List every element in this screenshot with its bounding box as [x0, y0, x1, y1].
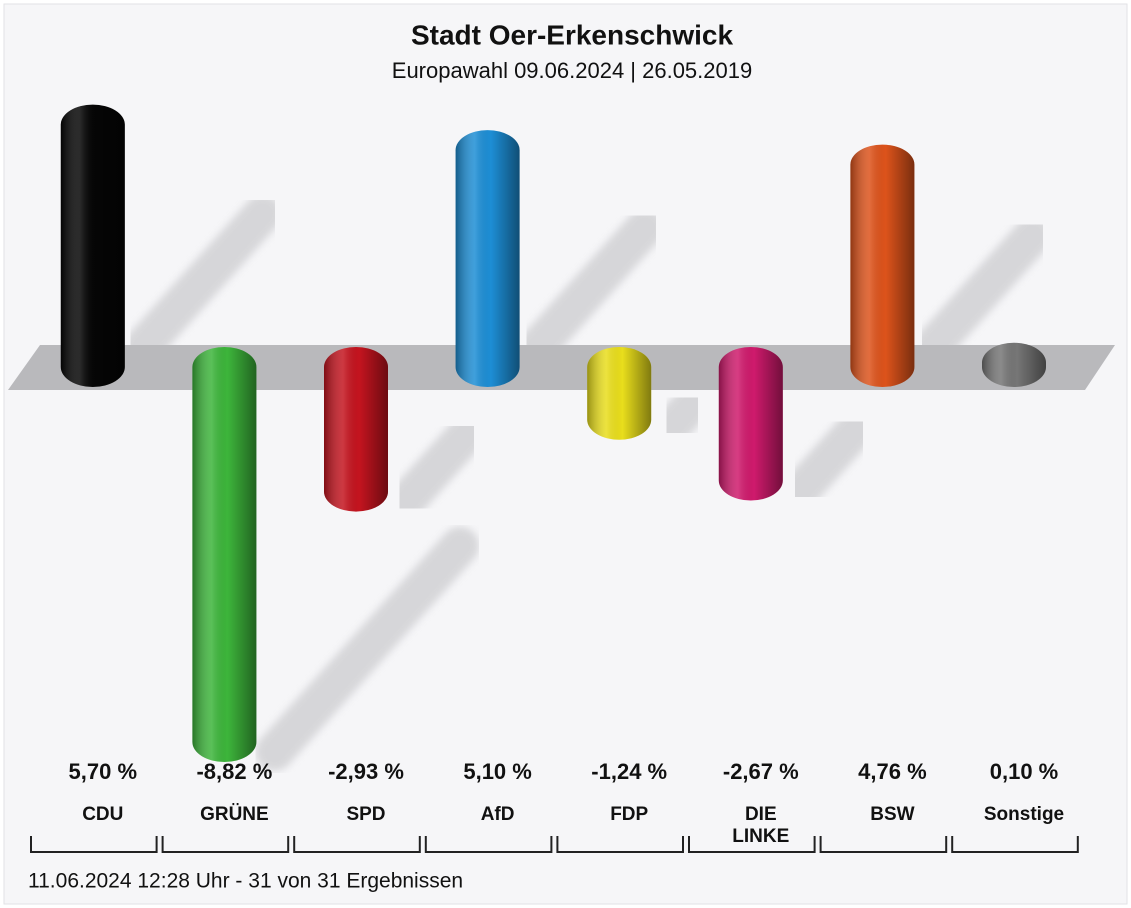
bar-shadow [255, 526, 480, 771]
category-label: GRÜNE [200, 804, 269, 825]
bar-shadow [123, 194, 282, 366]
bar-group [587, 347, 652, 440]
category-label: Sonstige [983, 804, 1065, 825]
bar-group [192, 347, 257, 762]
value-label: -1,24 % [591, 759, 667, 784]
value-label: -2,93 % [328, 759, 404, 784]
value-label: 4,76 % [858, 759, 927, 784]
bar-highlight [850, 144, 915, 387]
bar-shadow [781, 409, 876, 510]
category-label: CDU [82, 804, 124, 825]
bar-group [718, 347, 783, 501]
bar-group [455, 130, 520, 387]
value-label: 0,10 % [990, 759, 1059, 784]
bar-group [850, 144, 915, 387]
footer: 11.06.2024 12:28 Uhr - 31 von 31 Ergebni… [28, 870, 463, 893]
category-label: FDP [610, 804, 649, 825]
chart-subtitle: Europawahl 09.06.2024 | 26.05.2019 [392, 58, 752, 83]
bar-highlight [60, 104, 125, 387]
bar-highlight [324, 347, 388, 512]
shadows [123, 194, 1052, 771]
value-label: -8,82 % [196, 759, 272, 784]
value-label: -2,67 % [723, 759, 799, 784]
bar-highlight [455, 130, 520, 387]
bar-shadow [650, 381, 715, 449]
bar-highlight [718, 347, 783, 501]
bar-group [324, 347, 388, 512]
chart-title: Stadt Oer-Erkenschwick [411, 19, 734, 50]
bar-group [60, 104, 125, 387]
category-label: BSW [870, 804, 915, 825]
value-label: 5,70 % [69, 759, 138, 784]
bar-highlight [982, 342, 1046, 387]
baseline-band [8, 345, 1115, 390]
value-label: 5,10 % [463, 759, 532, 784]
category-label: SPD [346, 804, 386, 825]
category-label: AfD [480, 804, 515, 825]
bar-shadow [913, 216, 1052, 366]
background [3, 3, 1128, 905]
bar-highlight [192, 347, 257, 762]
category-label: DIE LINKE [732, 804, 790, 847]
bar-shadow [387, 414, 487, 521]
bar-group [982, 342, 1046, 387]
bar-highlight [587, 347, 652, 440]
bar-shadow [518, 208, 664, 366]
